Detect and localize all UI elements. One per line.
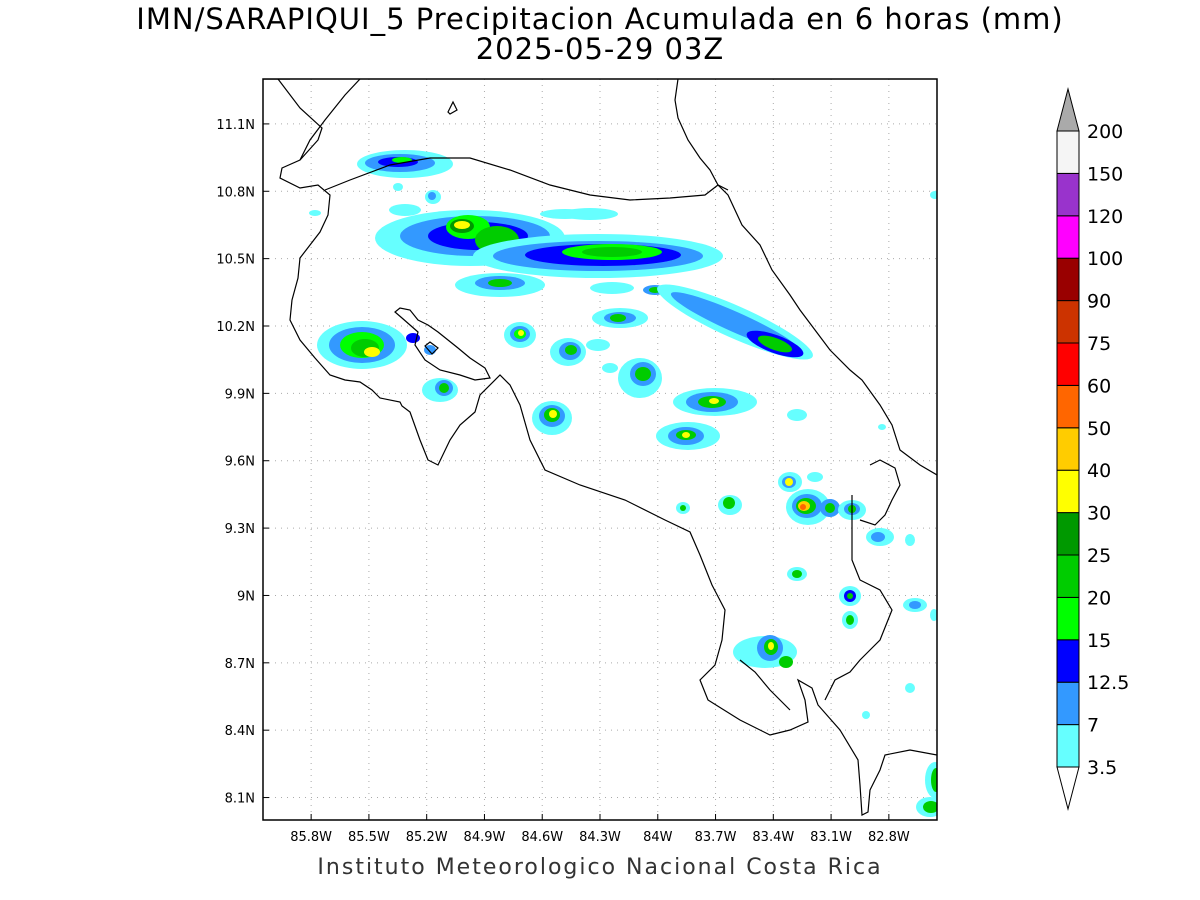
longitude-ticks: 85.8W 85.5W 85.2W 84.9W 84.6W 84.3W 84W 83.7W 83… [290,814,910,845]
y-tick-label: 9.3N [225,522,255,537]
y-tick-label: 10.8N [216,185,255,200]
rain-cell [357,150,453,178]
colorbar-swatch [1056,596,1080,641]
y-tick-label: 8.7N [225,657,255,672]
colorbar-swatch [1056,639,1080,683]
rain-cell [778,472,802,492]
rain-cell [786,489,830,525]
rain-cell [532,401,572,435]
latitude-ticks: 11.1N 10.8N 10.5N 10.2N 9.9N 9.6N 9.3N 9N 8.7N 8.… [216,118,269,807]
map-frame [262,78,938,821]
colorbar-legend: 3.5 7 12.5 15 20 25 30 40 50 60 75 90 100 120 150 200 [1056,87,1129,811]
footer-credit: Instituto Meteorologico Nacional Costa R… [317,855,883,880]
rain-cell [656,422,720,450]
map-title: IMN/SARAPIQUI_5 Precipitacion Acumulada … [136,2,1064,36]
colorbar-swatch [1056,554,1080,598]
colorbar-swatch [1056,724,1080,768]
colorbar-swatch [1056,681,1080,726]
colorbar-level-label: 100 [1087,248,1123,270]
rain-cell [317,321,407,369]
colorbar-over-arrow [1056,87,1080,132]
rain-cell [550,338,586,366]
map-gridlines [263,79,937,820]
colorbar-level-label: 20 [1087,587,1111,609]
x-tick-label: 85.2W [406,830,448,845]
rain-cell [504,322,536,348]
colorbar-level-label: 200 [1087,121,1123,143]
rain-cell [657,284,813,360]
colorbar-level-label: 15 [1087,630,1111,652]
map-subtitle: 2025-05-29 03Z [475,32,725,66]
x-tick-label: 84.3W [579,830,621,845]
colorbar-level-label: 12.5 [1087,672,1129,694]
colorbar-level-label: 25 [1087,545,1111,567]
colorbar-level-label: 90 [1087,291,1111,313]
colorbar-level-label: 75 [1087,333,1111,355]
colorbar-swatch [1056,427,1080,471]
colorbar-swatch [1056,172,1080,217]
colorbar-level-label: 50 [1087,418,1111,440]
x-tick-label: 83.1W [810,830,852,845]
y-tick-label: 9.6N [225,455,255,470]
x-tick-label: 84.9W [464,830,506,845]
rain-cell [473,234,723,278]
y-tick-label: 9N [237,589,255,604]
colorbar-level-label: 40 [1087,460,1111,482]
coastline [263,79,937,816]
colorbar-swatch [1056,342,1080,386]
y-tick-label: 8.4N [225,724,255,739]
y-tick-label: 10.2N [216,320,255,335]
colorbar-under-arrow [1056,766,1080,811]
colorbar-level-label: 30 [1087,503,1111,525]
colorbar-level-label: 120 [1087,206,1123,228]
x-tick-label: 84.6W [521,830,563,845]
colorbar-swatch [1056,130,1080,174]
colorbar-swatch [1056,512,1080,556]
x-tick-label: 85.8W [290,830,332,845]
x-tick-label: 85.5W [348,830,390,845]
colorbar-swatch [1056,215,1080,259]
colorbar-swatch [1056,300,1080,344]
y-tick-label: 10.5N [216,253,255,268]
colorbar-level-label: 60 [1087,375,1111,397]
rain-cell [733,635,797,668]
colorbar-level-label: 7 [1087,715,1099,737]
rain-cell [673,388,757,416]
x-tick-label: 84W [643,830,673,845]
y-tick-label: 11.1N [216,118,255,133]
colorbar-level-label: 150 [1087,163,1123,185]
x-tick-label: 83.7W [695,830,737,845]
colorbar-swatch [1056,257,1080,302]
x-tick-label: 83.4W [752,830,794,845]
colorbar-swatch [1056,384,1080,429]
precipitation-field [309,150,937,817]
y-tick-label: 8.1N [225,792,255,807]
y-tick-label: 9.9N [225,387,255,402]
x-tick-label: 82.8W [868,830,910,845]
colorbar-level-label: 3.5 [1087,757,1117,779]
colorbar-swatch [1056,469,1080,514]
rain-cell [618,358,662,398]
